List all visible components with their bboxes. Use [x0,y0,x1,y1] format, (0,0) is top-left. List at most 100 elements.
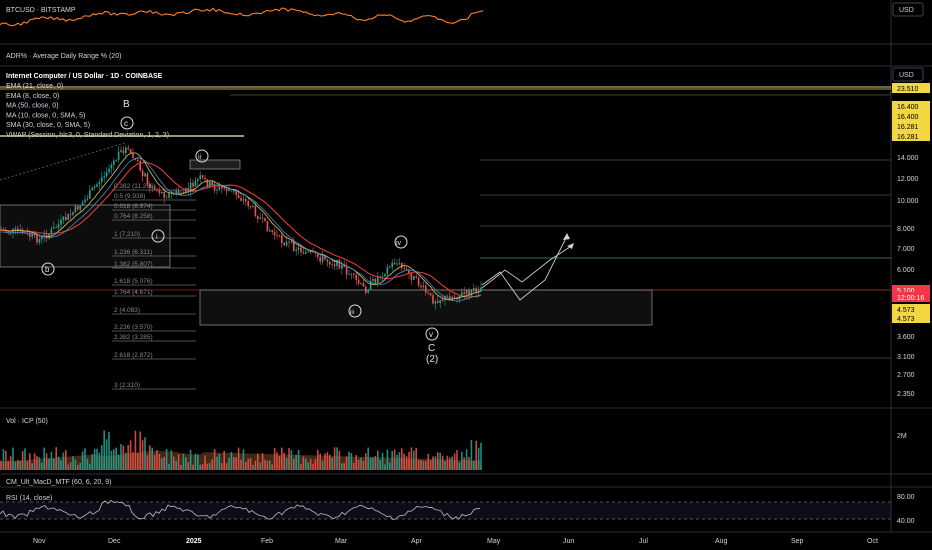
candle-body [357,279,360,284]
wave-label-iv: iv [396,240,402,247]
volume-bar [211,459,213,470]
price-badge: 4.573 [897,307,915,314]
volume-bar [81,451,84,470]
main-currency-box[interactable] [892,67,924,82]
indicator-list[interactable]: EMA (21, close, 0)EMA (8, close, 0)MA (5… [6,83,169,139]
candle-body [153,187,156,189]
price-badge-bg [892,313,930,323]
candle-body [259,217,261,219]
candle-body [473,288,475,290]
volume-bar [470,440,473,470]
price-axis[interactable]: 14.000 12.000 10.000 8.000 7.000 6.000 3.600 3.… [897,155,919,398]
candle-body [384,274,386,277]
volume-bar [242,449,245,470]
volume-bar [377,450,379,470]
btc-currency-box[interactable] [892,2,924,17]
candle-body [149,184,151,189]
candle-body [89,190,91,199]
volume-bar [336,447,338,470]
rsi-axis-40: 40.00 [897,518,915,525]
volume-bar [7,460,9,470]
volume-bar [300,464,302,470]
volume-bar [187,461,189,470]
volume-bar [273,447,276,470]
candle-body [127,147,129,150]
wave-b-box [0,204,171,268]
volume-bar [353,462,355,470]
candle-body [341,265,343,269]
volume-bar [41,462,43,470]
candle-body [398,262,401,264]
candle-body [122,150,125,154]
candle-body [269,230,271,232]
indicator-item[interactable]: MA (50, close, 0) [6,103,59,110]
main-title: Internet Computer / US Dollar · 1D · COI… [6,73,163,80]
volume-bar [444,460,446,470]
rsi-title: RSI (14, close) [6,495,52,502]
time-axis[interactable]: Nov Dec 2025 Feb Mar Apr May Jun Jul Aug Sep Oct [33,538,878,545]
time-tick: 2025 [186,538,202,545]
price-tick: 6.000 [897,267,915,274]
price-tick: 7.000 [897,246,915,253]
price-badge: 5.100 [897,288,915,295]
volume-bar [281,447,283,470]
price-badge: 23.510 [897,86,919,93]
candle-body [353,273,355,275]
candle-body [257,216,259,219]
wave-label-v: v [429,330,433,339]
volume-bar [425,460,427,470]
btc-currency[interactable]: USD [899,7,914,14]
candle-body [401,262,403,268]
volume-bar [333,447,336,470]
candle-body [29,232,31,237]
volume-bar [5,450,7,470]
candle-body [65,216,67,220]
candle-body [201,175,204,178]
volume-bar [314,459,317,470]
candle-body [468,289,470,296]
candle-body [146,173,149,185]
volume-bar [257,453,259,470]
candle-body [415,276,417,278]
volume-bar [276,452,278,470]
candle-body [31,233,33,237]
candle-body [461,292,463,296]
volume-bar [173,456,175,470]
wave-label-2: (2) [426,354,438,365]
candle-body [117,151,120,160]
main-currency[interactable]: USD [899,72,914,79]
volume-bar [477,447,480,470]
candle-body [141,170,144,177]
price-badge-bg [892,121,930,131]
candle-body [360,282,362,284]
volume-bar [302,456,305,470]
volume-bar [463,457,465,470]
volume-bar [57,456,60,470]
candle-body [273,231,276,236]
indicator-item[interactable]: SMA (30, close, 0, SMA, 5) [6,122,90,129]
price-badge-bg [892,111,930,121]
indicator-item[interactable]: MA (10, close, 0, SMA, 5) [6,112,85,119]
volume-bar [127,445,129,470]
volume-bar [362,460,365,470]
volume-bar [329,454,331,470]
wave-ii-box [189,159,241,170]
indicator-item[interactable]: EMA (8, close, 0) [6,93,59,100]
candle-body [175,190,177,195]
volume-bar [369,457,372,470]
volume-bar [389,462,391,470]
volume-bar [345,456,348,470]
volume-bar [372,457,374,470]
volume-bar [398,452,401,470]
candle-body [449,296,451,301]
candle-body [305,251,307,254]
candle-body [53,227,55,229]
candle-body [381,276,384,277]
fib-levels: 0.382 (11.266) 0.5 (9.938) 0.618 (8.974) 0.… [112,183,196,390]
wave-label-i: i [156,234,158,241]
volume-bar [453,453,456,470]
volume-bar [53,458,55,470]
candle-body [278,235,281,237]
projection-arrow-1 [563,233,570,240]
price-badge-bg [892,83,930,93]
